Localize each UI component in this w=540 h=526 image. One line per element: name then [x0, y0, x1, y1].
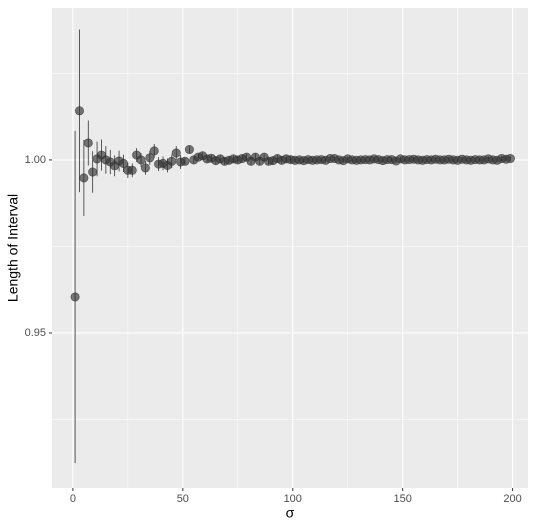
panel — [52, 8, 528, 488]
y-axis-title: Length of Interval — [5, 194, 21, 302]
point — [149, 146, 159, 156]
point — [140, 163, 150, 173]
point — [83, 138, 93, 148]
point — [70, 292, 80, 302]
y-tick-label: 1.00 — [25, 154, 46, 166]
x-tick-label: 100 — [284, 493, 302, 505]
point — [88, 167, 98, 177]
point — [167, 156, 177, 166]
point — [145, 153, 155, 163]
point — [171, 148, 181, 158]
point — [136, 155, 146, 165]
x-axis-title: σ — [286, 505, 295, 521]
point — [79, 173, 89, 183]
point — [74, 106, 84, 116]
x-tick-label: 200 — [503, 493, 521, 505]
x-tick-label: 150 — [393, 493, 411, 505]
x-tick-label: 0 — [70, 493, 76, 505]
point — [184, 145, 194, 155]
point — [127, 165, 137, 175]
point — [180, 156, 190, 166]
point — [118, 158, 128, 168]
y-tick-label: 0.95 — [25, 327, 46, 339]
x-tick-label: 50 — [177, 493, 189, 505]
point — [505, 154, 515, 164]
